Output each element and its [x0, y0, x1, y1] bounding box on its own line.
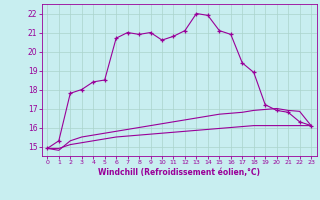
X-axis label: Windchill (Refroidissement éolien,°C): Windchill (Refroidissement éolien,°C)	[98, 168, 260, 177]
